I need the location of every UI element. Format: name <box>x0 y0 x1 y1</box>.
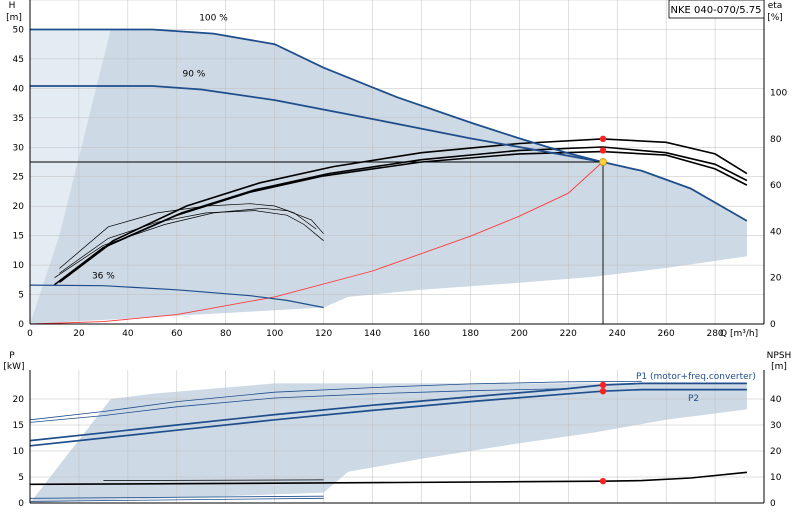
y2-tick-label-2: 20 <box>770 447 782 457</box>
eta-curve-3 <box>54 207 324 278</box>
y-tick-label-7: 35 <box>13 114 24 124</box>
y2-tick-label-1: 20 <box>770 274 782 284</box>
operating-point-marker <box>599 158 607 166</box>
eta-curve-4 <box>59 210 324 274</box>
y-axis-label-name: H <box>9 1 16 11</box>
y-tick-label-5: 25 <box>13 173 24 183</box>
eta-curve-2 <box>63 138 748 279</box>
x-tick-label-7: 140 <box>364 329 381 339</box>
operating-range-area <box>30 383 747 503</box>
y-axis-label-name: P <box>9 351 15 361</box>
y2-axis-label-name: NPSH <box>767 351 792 361</box>
series-label-p1: P1 (motor+freq.converter) <box>636 372 756 382</box>
power-curve-1 <box>29 388 747 447</box>
y-tick-label-1: 5 <box>18 291 24 301</box>
x-axis-label: Q [m³/h] <box>720 329 758 339</box>
x-tick-label-13: 260 <box>658 329 675 339</box>
y-tick-label-3: 15 <box>13 232 24 242</box>
eta-operating-marker-1 <box>599 147 607 154</box>
power-npsh-panel: P1 (motor+freq.converter) P2 0 5 10 15 20 0 10 20… <box>3 351 791 509</box>
y-tick-label-10: 50 <box>13 25 25 35</box>
y2-tick-label-4: 40 <box>770 395 782 405</box>
head-curve-2 <box>29 284 324 309</box>
y-tick-label-4: 20 <box>13 395 25 405</box>
x-tick-label-5: 100 <box>266 329 283 339</box>
x-tick-label-14: 280 <box>706 329 723 339</box>
head-curve-label-2: 36 % <box>92 272 115 282</box>
eta-curve-5 <box>59 203 317 269</box>
x-tick-label-8: 160 <box>413 329 430 339</box>
y2-axis-label-name: eta <box>768 1 783 11</box>
power-curve-0 <box>29 382 747 442</box>
head-curve-label-0: 100 % <box>199 14 228 24</box>
npsh-operating-marker <box>599 477 607 485</box>
y-tick-label-0: 0 <box>18 499 24 509</box>
chart-title: NKE 040-070/5.75 <box>671 5 762 16</box>
y-tick-label-6: 30 <box>13 143 25 153</box>
eta-operating-marker-0 <box>599 135 607 143</box>
npsh-curve <box>29 471 747 486</box>
y-tick-label-2: 10 <box>13 447 25 457</box>
head-curve-0 <box>30 28 748 222</box>
y-tick-label-0: 0 <box>18 320 24 330</box>
head-curve-label-1: 90 % <box>182 70 205 80</box>
y2-axis-label-unit: [%] <box>767 13 783 23</box>
power-curve-4 <box>29 497 324 502</box>
y-axis-label-unit: [kW] <box>3 362 24 372</box>
y2-axis-label-unit: [m] <box>771 362 787 372</box>
y2-tick-label-2: 40 <box>770 227 782 237</box>
y2-tick-label-4: 80 <box>770 135 782 145</box>
system-curve <box>29 161 603 325</box>
p2-operating-marker <box>599 388 607 395</box>
y-tick-label-4: 20 <box>13 202 25 212</box>
y2-tick-label-3: 60 <box>770 181 782 191</box>
x-tick-label-6: 120 <box>315 329 332 339</box>
head-curve-1 <box>30 85 603 163</box>
p1-operating-marker <box>599 381 607 389</box>
power-curve-3 <box>29 388 569 423</box>
y-tick-label-2: 10 <box>13 261 25 271</box>
x-tick-label-1: 20 <box>73 329 85 339</box>
y2-tick-label-3: 30 <box>770 421 782 431</box>
y2-tick-label-0: 0 <box>770 499 776 509</box>
x-tick-label-11: 220 <box>560 329 577 339</box>
x-tick-label-0: 0 <box>27 329 33 339</box>
y-axis-label-unit: [m] <box>6 13 22 23</box>
head-efficiency-panel: 100 %90 %36 %0 20 40 60 80 100 120 140 160 180 200… <box>6 0 787 339</box>
title-box <box>668 0 765 19</box>
x-tick-label-9: 180 <box>462 329 479 339</box>
x-tick-label-3: 60 <box>171 329 183 339</box>
power-curve-2 <box>29 380 642 421</box>
series-label-p2: P2 <box>688 394 699 404</box>
eta-curve-1 <box>58 146 748 283</box>
x-tick-label-12: 240 <box>609 329 626 339</box>
y2-tick-label-0: 0 <box>770 320 776 330</box>
x-tick-label-2: 40 <box>122 329 134 339</box>
y-tick-label-1: 5 <box>18 473 24 483</box>
power-curve-5 <box>29 495 324 499</box>
y2-tick-label-1: 10 <box>770 473 782 483</box>
y-tick-label-3: 15 <box>13 421 24 431</box>
x-tick-label-4: 80 <box>220 329 232 339</box>
x-tick-label-10: 200 <box>511 329 528 339</box>
y-tick-label-8: 40 <box>13 84 25 94</box>
npsh-reference-curve <box>103 479 324 481</box>
y2-tick-label-5: 100 <box>770 89 787 99</box>
y-tick-label-9: 45 <box>13 55 24 65</box>
